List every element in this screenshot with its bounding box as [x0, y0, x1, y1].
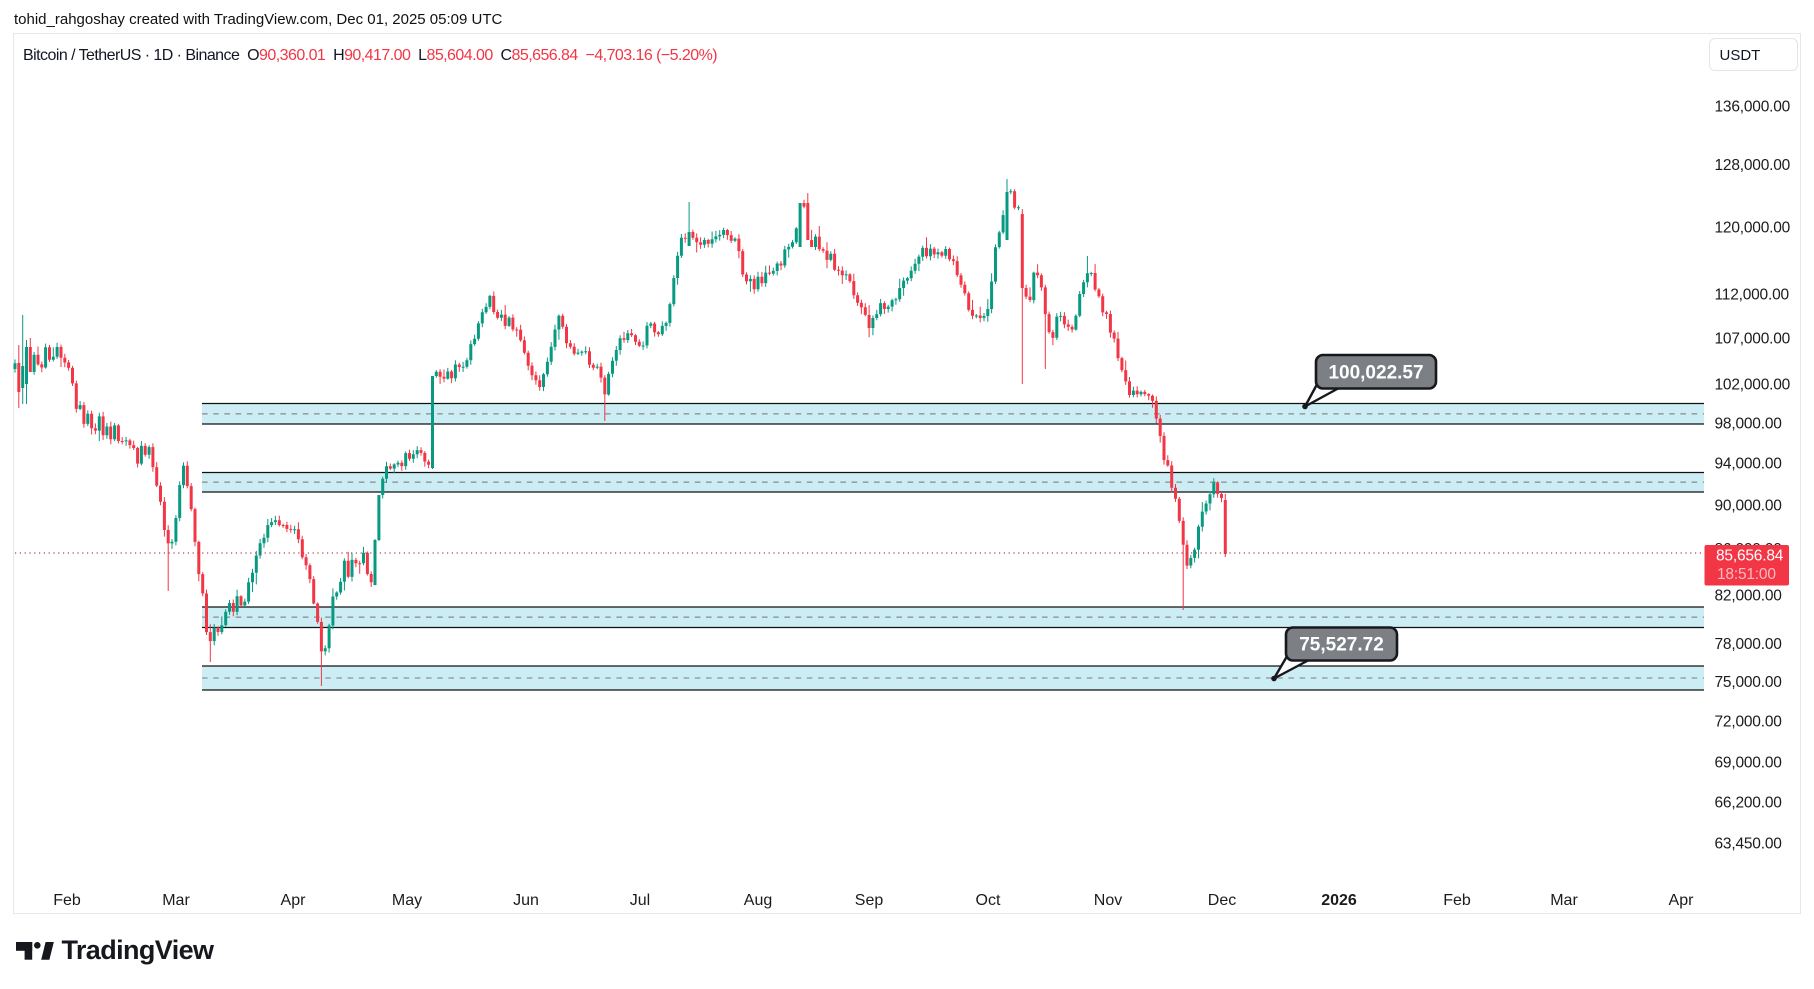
svg-text:78,000.00: 78,000.00: [1715, 636, 1783, 653]
svg-text:Mar: Mar: [162, 892, 190, 909]
svg-text:100,022.57: 100,022.57: [1328, 362, 1423, 383]
svg-text:Jul: Jul: [630, 892, 650, 909]
svg-text:75,000.00: 75,000.00: [1715, 674, 1783, 691]
svg-text:94,000.00: 94,000.00: [1715, 456, 1783, 473]
svg-text:107,000.00: 107,000.00: [1715, 330, 1791, 347]
svg-text:66,200.00: 66,200.00: [1715, 795, 1783, 812]
svg-text:18:51:00: 18:51:00: [1717, 566, 1776, 583]
svg-text:Aug: Aug: [744, 892, 772, 909]
svg-text:72,000.00: 72,000.00: [1715, 714, 1783, 731]
svg-text:90,000.00: 90,000.00: [1715, 498, 1783, 515]
svg-text:Feb: Feb: [53, 892, 81, 909]
svg-text:82,000.00: 82,000.00: [1715, 588, 1783, 605]
svg-text:136,000.00: 136,000.00: [1715, 99, 1791, 116]
svg-text:Dec: Dec: [1208, 892, 1236, 909]
svg-text:May: May: [392, 892, 422, 909]
svg-text:75,527.72: 75,527.72: [1299, 635, 1384, 656]
svg-text:120,000.00: 120,000.00: [1715, 220, 1791, 237]
svg-text:Sep: Sep: [855, 892, 884, 909]
svg-text:2026: 2026: [1321, 892, 1357, 909]
svg-text:Mar: Mar: [1550, 892, 1578, 909]
svg-text:128,000.00: 128,000.00: [1715, 157, 1791, 174]
svg-text:98,000.00: 98,000.00: [1715, 415, 1783, 432]
svg-text:Nov: Nov: [1094, 892, 1122, 909]
svg-text:Jun: Jun: [513, 892, 539, 909]
svg-text:Feb: Feb: [1443, 892, 1471, 909]
svg-text:69,000.00: 69,000.00: [1715, 755, 1783, 772]
svg-text:102,000.00: 102,000.00: [1715, 377, 1791, 394]
svg-text:85,656.84: 85,656.84: [1716, 548, 1784, 565]
svg-text:Oct: Oct: [976, 892, 1001, 909]
svg-text:112,000.00: 112,000.00: [1715, 286, 1790, 303]
svg-text:Apr: Apr: [1669, 892, 1695, 909]
svg-text:Apr: Apr: [281, 892, 307, 909]
svg-text:63,450.00: 63,450.00: [1715, 836, 1783, 853]
